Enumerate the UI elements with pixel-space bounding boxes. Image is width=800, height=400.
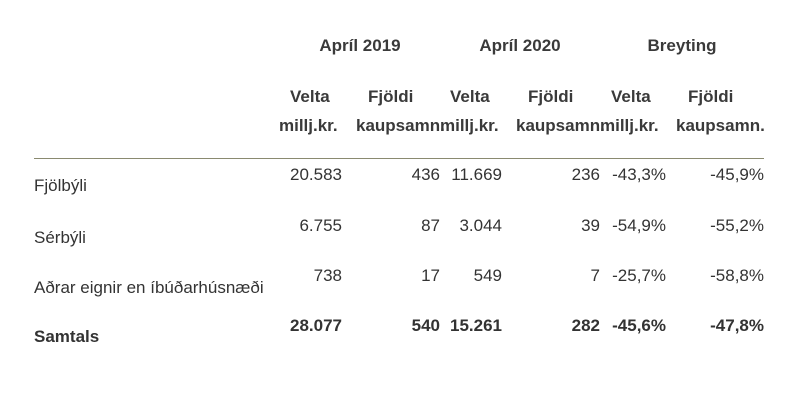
group-header-april-2019: Apríl 2019: [319, 36, 401, 55]
cell-velta-change-total: -45,6%: [612, 316, 666, 335]
cell-velta-change: -43,3%: [612, 165, 666, 184]
cell-fjoldi-2020: 39: [581, 216, 600, 235]
group-header-breyting: Breyting: [647, 36, 717, 55]
row-label-adrar-eignir: Aðrar eignir en íbúðarhúsnæði: [34, 278, 264, 297]
cell-velta-change: -25,7%: [612, 266, 666, 285]
subheader-unit-velta-2020: millj.kr.: [440, 116, 499, 135]
subheader-unit-fjoldi-change: kaupsamn.: [676, 116, 765, 135]
cell-fjoldi-2019: 436: [411, 165, 440, 184]
cell-fjoldi-2020-total: 282: [571, 316, 600, 335]
cell-velta-2019: 738: [313, 266, 342, 285]
row-label-fjolbyli: Fjölbýli: [34, 176, 87, 195]
row-label-samtals: Samtals: [34, 327, 100, 346]
cell-fjoldi-2019: 17: [421, 266, 440, 285]
subheader-fjoldi-2020: Fjöldi: [528, 87, 574, 106]
cell-velta-2020: 11.669: [451, 165, 502, 184]
subheader-unit-fjoldi-2020: kaupsamn.: [516, 116, 605, 135]
cell-velta-change: -54,9%: [612, 216, 666, 235]
subheader-unit-velta-2019: millj.kr.: [279, 116, 338, 135]
subheader-velta-2019: Velta: [290, 87, 330, 106]
group-header-april-2020: Apríl 2020: [479, 36, 561, 55]
cell-fjoldi-change: -55,2%: [710, 216, 764, 235]
subheader-velta-2020: Velta: [450, 87, 490, 106]
cell-fjoldi-2019-total: 540: [411, 316, 440, 335]
cell-fjoldi-change: -58,8%: [710, 266, 764, 285]
cell-velta-2020-total: 15.261: [450, 316, 502, 335]
cell-fjoldi-2020: 236: [571, 165, 600, 184]
subheader-velta-change: Velta: [611, 87, 651, 106]
row-label-serbyli: Sérbýli: [34, 228, 86, 247]
subheader-unit-fjoldi-2019: kaupsamn.: [356, 116, 445, 135]
cell-velta-2020: 3.044: [459, 216, 502, 235]
header-divider: [34, 158, 764, 159]
cell-velta-2019-total: 28.077: [290, 316, 342, 335]
subheader-fjoldi-2019: Fjöldi: [368, 87, 414, 106]
cell-velta-2019: 20.583: [290, 165, 342, 184]
cell-velta-2019: 6.755: [299, 216, 342, 235]
cell-fjoldi-2020: 7: [590, 266, 600, 285]
subheader-fjoldi-change: Fjöldi: [688, 87, 734, 106]
cell-fjoldi-change-total: -47,8%: [710, 316, 764, 335]
cell-fjoldi-2019: 87: [421, 216, 440, 235]
subheader-unit-velta-change: millj.kr.: [600, 116, 659, 135]
cell-velta-2020: 549: [473, 266, 502, 285]
cell-fjoldi-change: -45,9%: [710, 165, 764, 184]
